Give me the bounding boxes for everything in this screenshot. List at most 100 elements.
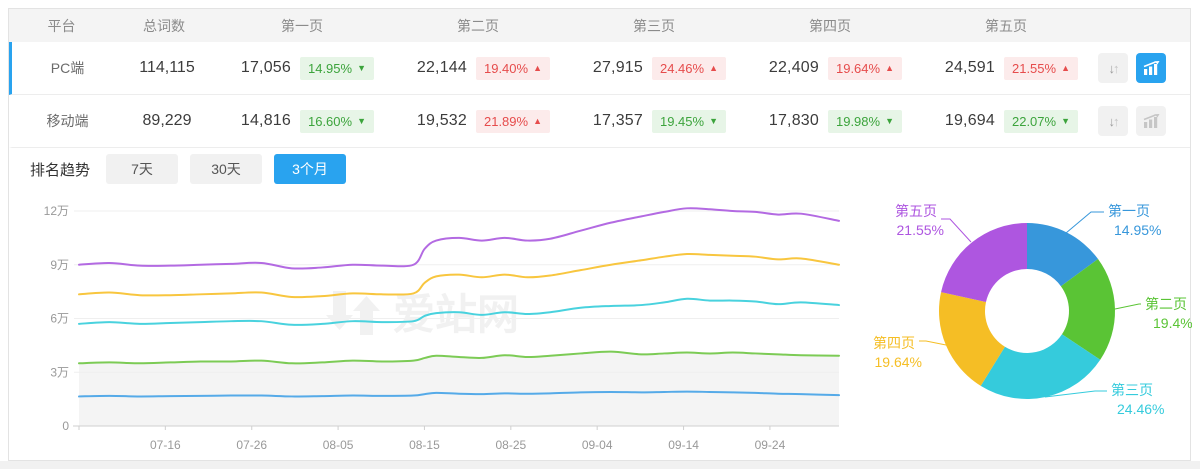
sort-button[interactable]: ↓↑: [1098, 106, 1128, 136]
col-header-page2: 第二页: [457, 17, 499, 34]
leader-line-page3: [1044, 390, 1107, 398]
change-badge: 19.45%: [652, 109, 726, 133]
donut-label-page2: 第二页: [1145, 296, 1187, 312]
change-badge: 16.60%: [300, 109, 374, 133]
platform-label: PC端: [50, 60, 85, 76]
trend-arrow-icon: [1061, 64, 1070, 73]
row-actions: ↓↑: [1097, 53, 1190, 83]
page4-cell: 22,409 19.64%: [745, 56, 921, 80]
page-background-strip: [0, 461, 1200, 469]
col-header-page4: 第四页: [809, 17, 851, 34]
leader-line-page4: [919, 340, 947, 346]
page3-count: 27,915: [592, 59, 643, 76]
svg-text:0: 0: [62, 419, 69, 433]
sort-arrows-icon: ↓↑: [1108, 60, 1120, 76]
change-pct: 19.64%: [835, 60, 881, 76]
change-badge: 21.55%: [1004, 56, 1078, 80]
donut-label-page5: 第五页: [895, 203, 937, 219]
line-chart-axis: 0 3万 6万 9万 12万 07-16 07-26 08-05 08-15 08-25 09-04…: [44, 204, 839, 452]
col-header-page5: 第五页: [985, 17, 1027, 34]
svg-text:12万: 12万: [44, 204, 69, 218]
svg-text:08-05: 08-05: [323, 438, 354, 452]
platform-label: 移动端: [46, 113, 89, 129]
total-words: 114,115: [139, 59, 195, 76]
trend-arrow-icon: [533, 117, 542, 126]
page5-cell: 19,694 22.07%: [921, 109, 1097, 133]
donut-leader-lines: [919, 211, 1141, 398]
page4-cell: 17,830 19.98%: [745, 109, 921, 133]
svg-text:09-04: 09-04: [582, 438, 613, 452]
change-badge: 19.98%: [828, 109, 902, 133]
leader-line-page5: [941, 218, 972, 243]
tab-30days[interactable]: 30天: [190, 154, 263, 184]
change-pct: 24.46%: [659, 60, 705, 76]
change-pct: 14.95%: [307, 60, 353, 76]
page1-cell: 17,056 14.95%: [217, 56, 393, 80]
trend-arrow-icon: [533, 64, 542, 73]
donut-label-page3: 第三页: [1111, 382, 1153, 398]
change-badge: 24.46%: [652, 56, 726, 80]
change-badge: 19.64%: [828, 56, 902, 80]
trend-arrow-icon: [1061, 117, 1070, 126]
sort-arrows-icon: ↓↑: [1108, 113, 1120, 129]
trend-arrow-icon: [357, 117, 366, 126]
svg-text:6万: 6万: [50, 312, 69, 326]
change-pct: 19.45%: [659, 113, 705, 129]
rank-panel: 平台 总词数 第一页 第二页 第三页 第四页 第五页 PC端 114,115 1…: [8, 8, 1192, 461]
watermark-text: 爱站网: [393, 291, 519, 338]
donut-slices: [939, 223, 1115, 399]
svg-text:07-26: 07-26: [236, 438, 267, 452]
trend-chart-button-active[interactable]: [1136, 53, 1166, 83]
page2-cell: 22,144 19.40%: [393, 56, 569, 80]
page3-cell: 27,915 24.46%: [569, 56, 745, 80]
tab-7days[interactable]: 7天: [106, 154, 179, 184]
col-header-page1: 第一页: [281, 17, 323, 34]
tab-3months[interactable]: 3个月: [274, 154, 347, 184]
page5-count: 19,694: [944, 112, 995, 129]
page5-cell: 24,591 21.55%: [921, 56, 1097, 80]
col-header-platform: 平台: [47, 17, 76, 34]
donut-label-page1: 第一页: [1108, 203, 1150, 219]
change-pct: 19.98%: [835, 113, 881, 129]
donut-pct-page2: 19.4%: [1153, 315, 1192, 331]
change-pct: 19.40%: [483, 60, 529, 76]
trend-arrow-icon: [885, 64, 894, 73]
trend-arrow-icon: [709, 117, 718, 126]
total-words: 89,229: [142, 112, 192, 129]
trend-title: 排名趋势: [30, 161, 91, 179]
donut-labels: 第一页 14.95% 第二页 19.4% 第三页 24.46% 第四页 19.6…: [873, 203, 1192, 417]
page1-cell: 14,816 16.60%: [217, 109, 393, 133]
trend-arrow-icon: [885, 117, 894, 126]
table-row-mobile[interactable]: 移动端 89,229 14,816 16.60% 19,532 21.89% 1…: [9, 95, 1190, 148]
change-pct: 21.89%: [483, 113, 529, 129]
page3-cell: 17,357 19.45%: [569, 109, 745, 133]
col-header-page3: 第三页: [633, 17, 675, 34]
sort-button[interactable]: ↓↑: [1098, 53, 1128, 83]
svg-text:9万: 9万: [50, 258, 69, 272]
trend-header: 排名趋势 7天 30天 3个月: [9, 148, 1190, 190]
svg-text:09-24: 09-24: [755, 438, 786, 452]
page2-count: 19,532: [416, 112, 467, 129]
donut-pct-page1: 14.95%: [1114, 222, 1161, 238]
svg-text:09-14: 09-14: [668, 438, 699, 452]
svg-text:08-25: 08-25: [495, 438, 526, 452]
change-pct: 22.07%: [1011, 113, 1057, 129]
change-badge: 22.07%: [1004, 109, 1078, 133]
table-header: 平台 总词数 第一页 第二页 第三页 第四页 第五页: [9, 9, 1190, 42]
change-pct: 16.60%: [307, 113, 353, 129]
page4-count: 22,409: [768, 59, 819, 76]
donut-pct-page3: 24.46%: [1117, 401, 1164, 417]
donut-label-page4: 第四页: [873, 335, 915, 351]
donut-pct-page5: 21.55%: [897, 222, 944, 238]
change-badge: 14.95%: [300, 56, 374, 80]
watermark: 爱站网: [326, 291, 519, 338]
trend-chart-button[interactable]: [1136, 106, 1166, 136]
page1-count: 14,816: [240, 112, 291, 129]
table-row-pc[interactable]: PC端 114,115 17,056 14.95% 22,144 19.40% …: [9, 42, 1190, 95]
trend-chart-icon: [1143, 114, 1159, 128]
trend-chart-icon: [1143, 61, 1159, 75]
svg-text:07-16: 07-16: [150, 438, 181, 452]
page2-count: 22,144: [416, 59, 467, 76]
